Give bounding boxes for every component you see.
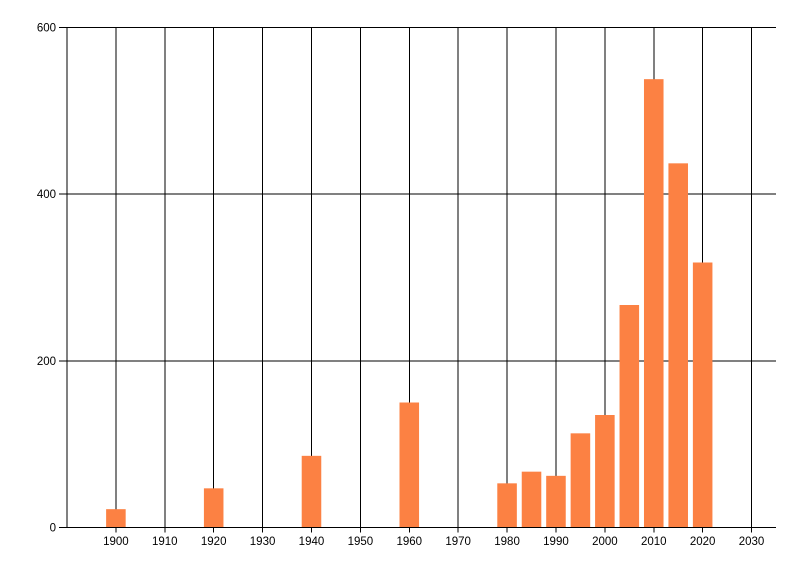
x-tick-label: 2000 bbox=[592, 536, 618, 548]
bar-2015 bbox=[668, 163, 688, 528]
bar-1995 bbox=[570, 433, 591, 528]
x-tick-label: 2020 bbox=[690, 536, 716, 548]
x-tick-label: 1910 bbox=[152, 536, 178, 548]
bar-2000 bbox=[595, 415, 615, 528]
x-tick-label: 1940 bbox=[299, 536, 325, 548]
x-tick-label: 1920 bbox=[201, 536, 227, 548]
y-tick-label: 200 bbox=[37, 356, 56, 368]
x-tick-label: 2030 bbox=[739, 536, 765, 548]
x-tick-label: 1980 bbox=[494, 536, 520, 548]
y-tick-label: 0 bbox=[50, 523, 56, 535]
bar-1985 bbox=[521, 471, 542, 528]
bar-1900 bbox=[106, 509, 126, 528]
x-tick-label: 2010 bbox=[641, 536, 667, 548]
bar-1990 bbox=[546, 475, 566, 528]
x-tick-label: 1900 bbox=[103, 536, 129, 548]
x-tick-label: 1970 bbox=[445, 536, 471, 548]
bar-2020 bbox=[692, 262, 713, 528]
x-tick-label: 1950 bbox=[348, 536, 374, 548]
bar-1960 bbox=[399, 402, 420, 528]
x-tick-label: 1930 bbox=[250, 536, 276, 548]
y-tick-label: 400 bbox=[37, 189, 56, 201]
bar-1920 bbox=[203, 488, 224, 528]
x-tick-label: 1960 bbox=[396, 536, 422, 548]
y-tick-label: 600 bbox=[37, 23, 56, 35]
bar-2010 bbox=[643, 79, 664, 528]
x-tick-label: 1990 bbox=[543, 536, 569, 548]
bar-1980 bbox=[497, 483, 517, 528]
bar-2005 bbox=[619, 305, 640, 528]
bar-1940 bbox=[301, 455, 322, 528]
